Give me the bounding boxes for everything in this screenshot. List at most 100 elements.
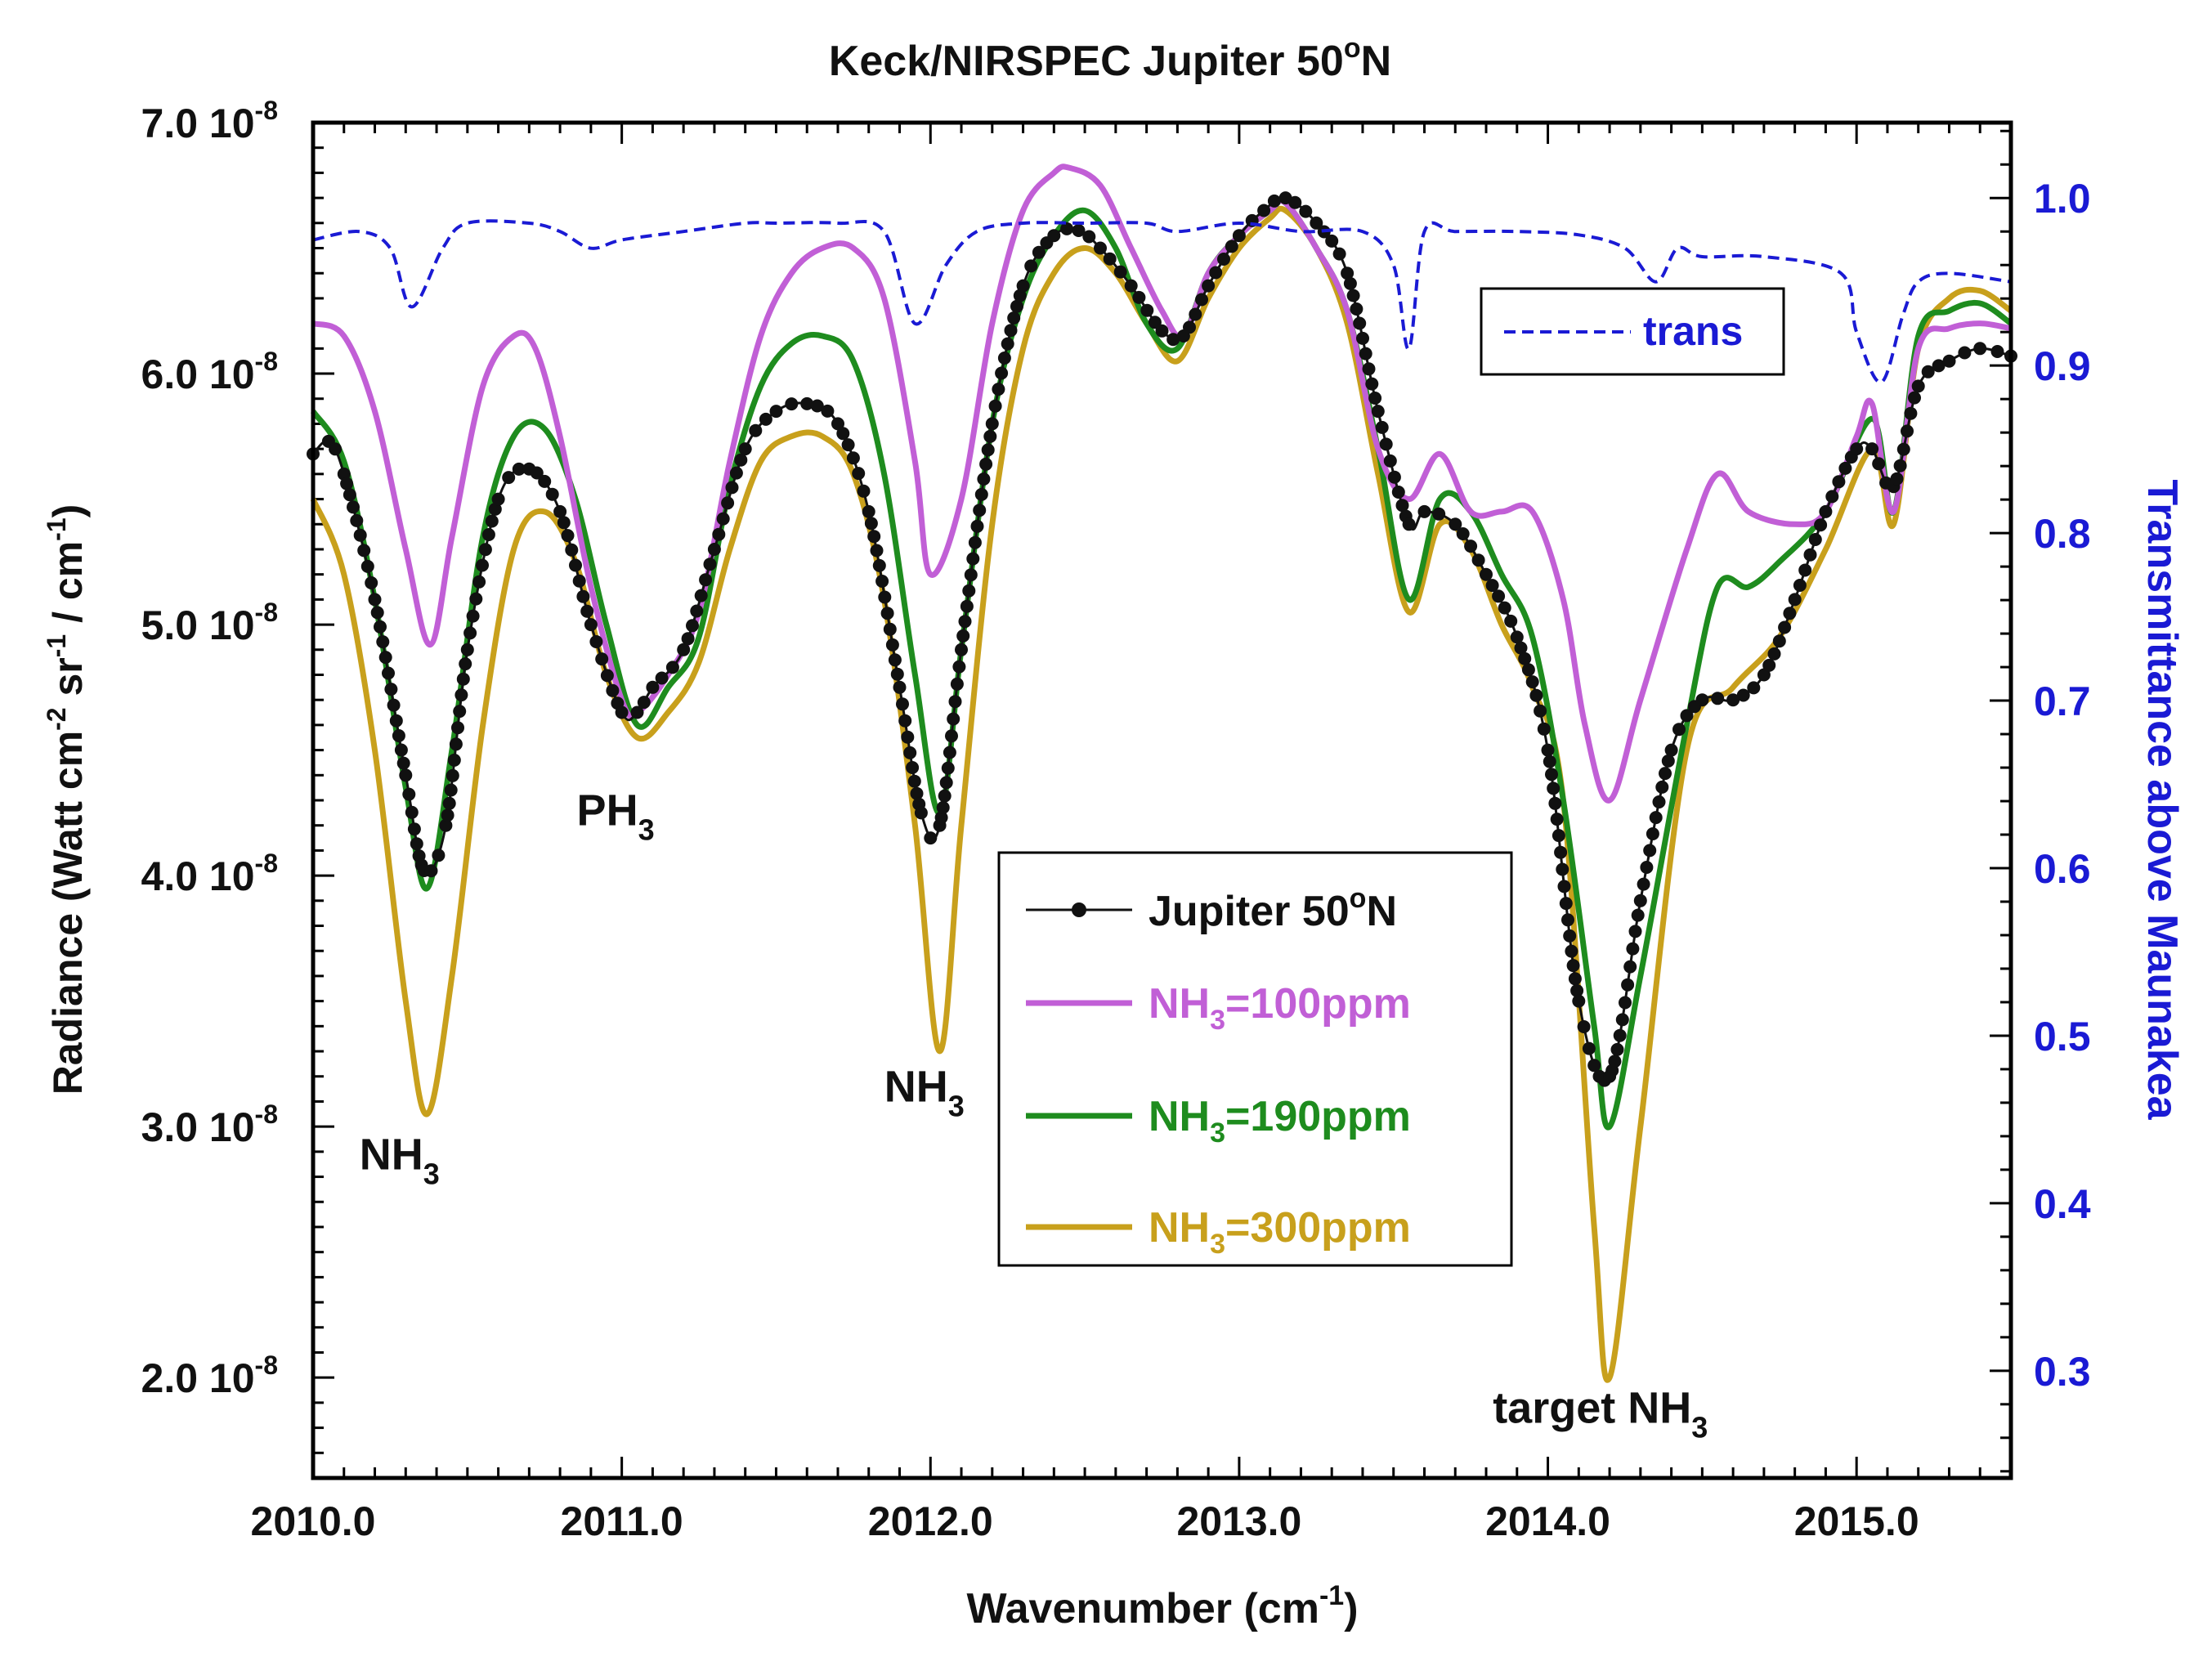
data-point-jupiter [1183,320,1196,334]
annotation-text: PH [577,786,638,835]
legend-label-nh3-100-text: NH [1149,980,1210,1028]
data-point-jupiter [572,574,586,588]
data-point-jupiter [1510,630,1524,644]
data-point-jupiter [1492,589,1506,603]
data-point-jupiter [1661,754,1675,768]
data-point-jupiter [1387,470,1401,484]
data-point-jupiter [1556,862,1569,876]
data-point-jupiter [478,543,492,557]
data-point-jupiter [444,783,458,797]
data-point-jupiter [1623,960,1637,974]
data-point-jupiter [966,552,980,566]
data-point-jupiter [1007,311,1021,325]
data-point-jupiter [841,438,855,452]
y-right-tick-label: 0.7 [2034,678,2091,724]
data-point-jupiter [890,667,904,681]
data-point-jupiter [821,404,835,418]
data-point-jupiter [565,543,579,557]
data-point-jupiter [677,643,691,656]
data-point-jupiter [1613,1028,1627,1042]
data-point-jupiter [446,768,459,782]
data-point-jupiter [347,500,360,514]
data-point-jupiter [1402,517,1416,531]
data-point-jupiter [1395,499,1409,513]
data-point-jupiter [1649,811,1663,825]
data-point-jupiter [968,535,982,549]
data-point-jupiter [1362,362,1376,376]
data-point-jupiter [1464,540,1478,553]
data-point-jupiter [392,729,405,742]
data-point-jupiter [1257,204,1271,217]
data-point-jupiter [1471,553,1485,567]
data-point-jupiter [1680,709,1694,723]
legend-box [997,851,1513,1267]
data-point-jupiter [1024,259,1038,273]
y-right-tick-label: 0.4 [2034,1181,2091,1227]
data-point-jupiter [655,671,669,685]
data-point-jupiter [725,481,739,495]
data-point-jupiter [1548,796,1562,810]
data-point-jupiter [1911,379,1925,393]
y-right-tick-label: 0.8 [2034,511,2091,557]
data-point-jupiter [1619,996,1632,1010]
data-point-jupiter [958,615,972,629]
data-point-jupiter [846,451,860,465]
x-tick-label: 2011.0 [561,1498,683,1544]
data-point-jupiter [389,714,403,728]
series-line-nh3-100ppm [311,163,2012,804]
data-point-jupiter [665,661,679,674]
data-point-jupiter [1652,795,1666,808]
x-axis-label-superscript: -1 [1319,1580,1344,1611]
data-point-jupiter [983,429,997,443]
annotation-nh3-1: NH3 [360,1130,440,1190]
data-point-jupiter [1518,652,1532,665]
data-point-jupiter [1563,929,1577,943]
data-point-jupiter [1736,688,1750,702]
data-point-jupiter [451,721,464,735]
data-point-jupiter [707,543,721,556]
data-point-jupiter [1456,527,1470,540]
data-point-jupiter [1865,442,1879,456]
data-point-jupiter [936,800,950,814]
data-point-jupiter [460,643,474,656]
data-point-jupiter [485,514,499,528]
data-point-jupiter [948,695,962,709]
data-point-jupiter [466,609,480,623]
data-point-jupiter [831,417,844,431]
data-point-jupiter [1643,844,1657,858]
data-point-jupiter [350,513,364,527]
y-left-label-part-a: Radiance (Watt cm [45,731,91,1095]
data-point-jupiter [374,620,387,634]
data-point-jupiter [553,504,567,518]
data-point-jupiter [1375,420,1389,434]
data-point-jupiter [1958,346,1972,360]
legend-item-jupiter: Jupiter 50oN [1026,883,1397,935]
y-left-tick-exponent: -8 [255,1350,278,1380]
data-point-jupiter [384,683,398,696]
trans-legend-label: trans [1643,308,1743,354]
data-point-jupiter [956,629,970,643]
data-point-jupiter [1525,675,1539,689]
y-left-label-part-b: sr [45,657,91,707]
data-point-jupiter [396,756,410,770]
data-point-jupiter [992,383,1005,396]
title-text: Keck/NIRSPEC Jupiter 50 [829,38,1344,85]
data-point-jupiter [432,849,446,862]
legend-label-nh3-300-suffix: =300ppm [1225,1204,1411,1252]
data-point-jupiter [1343,276,1357,290]
data-point-jupiter [1325,234,1339,248]
legend-label-jupiter-suffix: N [1366,888,1397,935]
data-point-jupiter [1550,813,1564,826]
data-point-jupiter [1432,507,1446,521]
data-point-jupiter [938,789,952,803]
y-left-label-sup-c: -1 [42,517,71,540]
data-point-jupiter [896,697,909,711]
data-point-jupiter [538,474,552,488]
y-left-axis-tick-labels: 2.0 10-83.0 10-84.0 10-85.0 10-86.0 10-8… [141,96,278,1401]
data-point-jupiter [1379,437,1393,451]
y-left-label-sup-b: -1 [42,634,71,657]
data-point-jupiter [378,651,392,665]
legend-label-nh3-300: NH3=300ppm [1149,1204,1411,1260]
y-left-tick-exponent: -8 [255,598,278,627]
annotation-subscript: 3 [948,1089,965,1122]
